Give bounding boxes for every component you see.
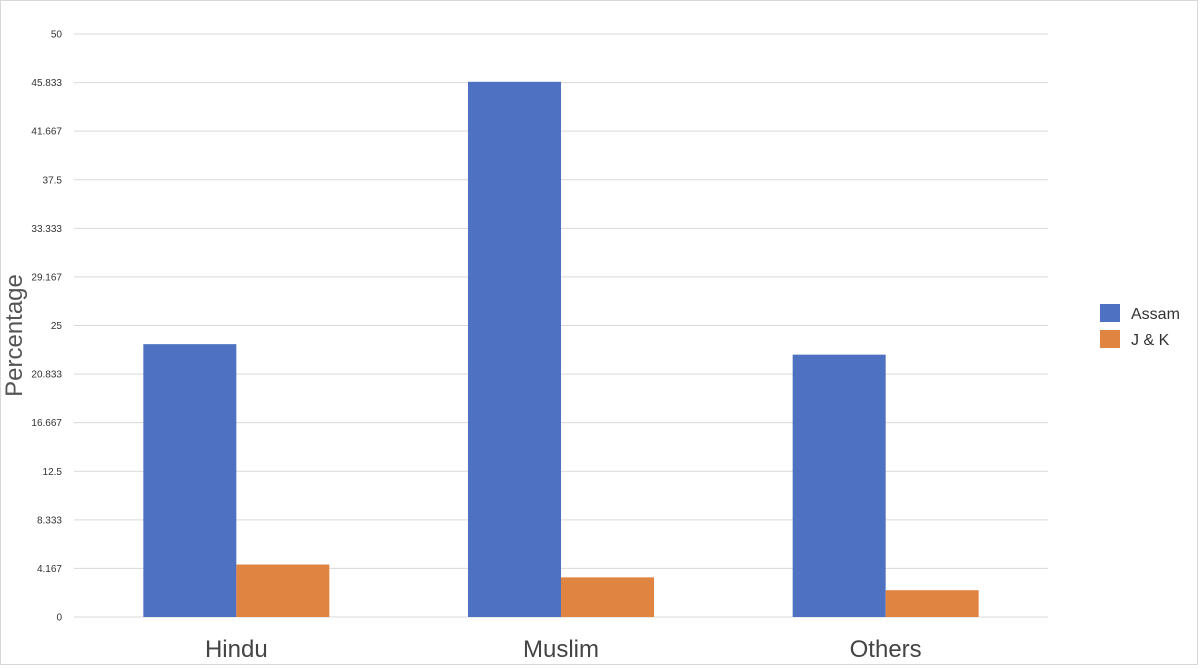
y-tick-label: 25 <box>51 321 63 332</box>
y-tick-label: 45.833 <box>31 78 62 89</box>
x-category-label: Muslim <box>523 636 599 663</box>
bars <box>143 81 979 617</box>
bar-others-j-k <box>885 590 979 617</box>
legend-label: Assam <box>1131 306 1180 323</box>
legend-swatch <box>1100 304 1120 322</box>
x-category-labels: Hindu Muslim Others <box>205 636 922 663</box>
y-tick-label: 4.167 <box>37 564 62 575</box>
x-category-label: Hindu <box>205 636 268 663</box>
y-tick-label: 20.833 <box>31 370 62 381</box>
y-tick-label: 16.667 <box>31 418 62 429</box>
bar-hindu-assam <box>143 344 237 617</box>
y-tick-label: 29.167 <box>31 272 62 283</box>
y-tick-label: 0 <box>56 613 62 624</box>
y-tick-label: 50 <box>51 30 63 41</box>
y-tick-label: 33.333 <box>31 224 62 235</box>
bar-muslim-j-k <box>561 577 654 617</box>
legend-label: J & K <box>1131 332 1170 349</box>
bar-others-assam <box>792 354 886 617</box>
y-axis-title: Percentage <box>1 274 28 397</box>
legend-swatch <box>1100 330 1120 348</box>
legend: Assam J & K <box>1100 304 1180 349</box>
y-tick-label: 8.333 <box>37 515 62 526</box>
y-tick-labels: 0 4.167 8.333 12.5 16.667 20.833 25 29.167 33.33… <box>31 30 62 624</box>
x-category-label: Others <box>850 636 922 663</box>
y-tick-label: 12.5 <box>43 467 63 478</box>
bar-muslim-assam <box>468 81 561 617</box>
y-tick-label: 37.5 <box>43 175 63 186</box>
bar-hindu-j-k <box>236 564 330 617</box>
y-tick-label: 41.667 <box>31 127 62 138</box>
